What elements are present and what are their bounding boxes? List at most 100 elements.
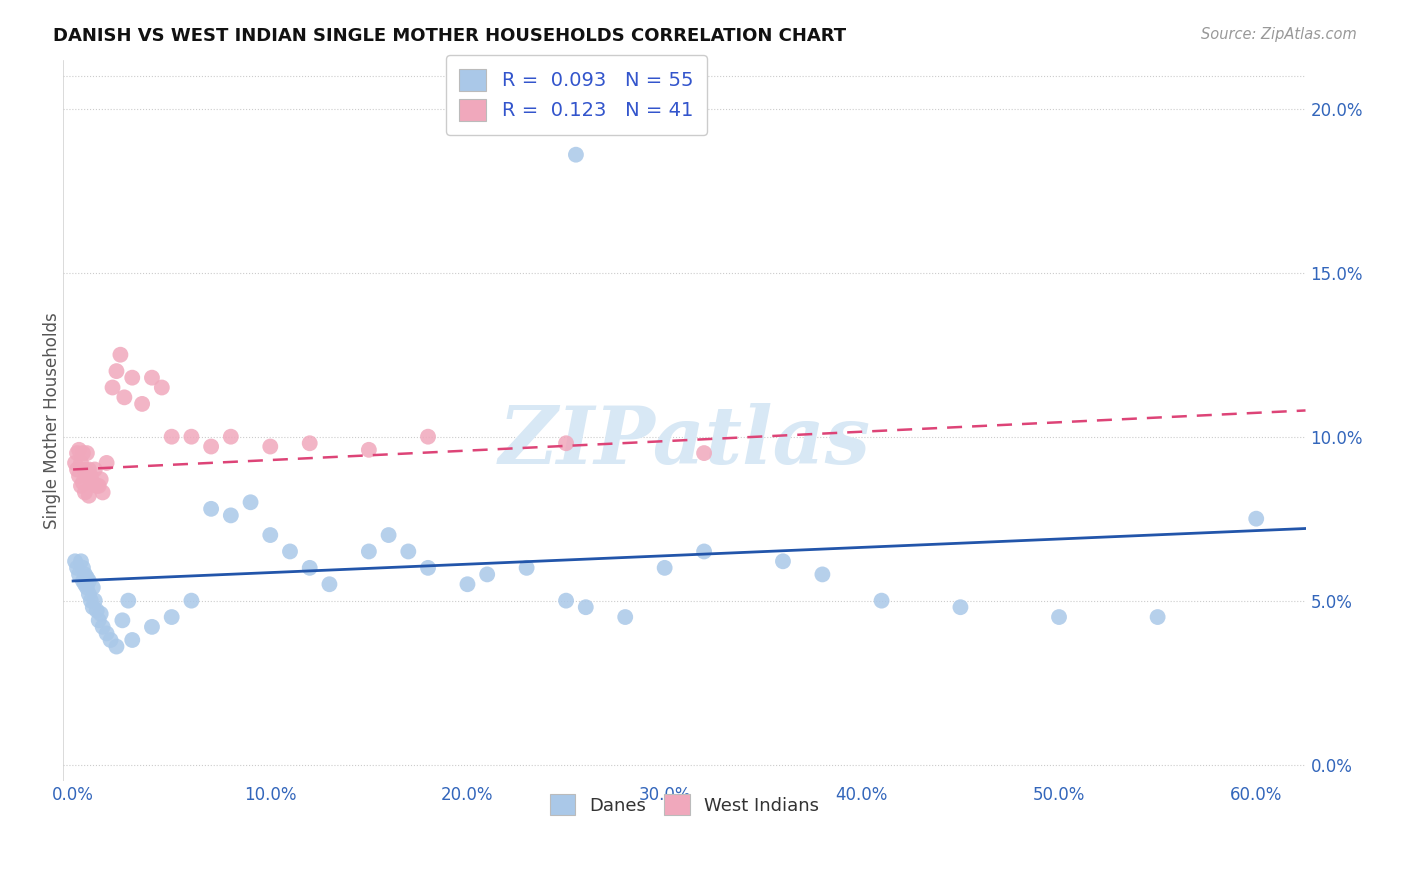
Point: [516, 561, 538, 575]
Point: [219, 508, 242, 523]
Point: [811, 567, 834, 582]
Point: [870, 593, 893, 607]
Point: [121, 370, 143, 384]
Point: [91, 620, 114, 634]
Point: [121, 632, 143, 647]
Point: [1146, 610, 1168, 624]
Point: [70, 554, 93, 568]
Point: [949, 600, 972, 615]
Point: [693, 544, 716, 558]
Point: [77, 587, 100, 601]
Point: [318, 577, 340, 591]
Point: [76, 446, 98, 460]
Point: [200, 440, 222, 454]
Point: [77, 574, 100, 588]
Point: [160, 430, 183, 444]
Point: [1244, 511, 1267, 525]
Point: [86, 603, 108, 617]
Point: [477, 567, 499, 582]
Point: [82, 600, 104, 615]
Point: [96, 456, 118, 470]
Point: [70, 456, 93, 470]
Point: [90, 607, 112, 621]
Text: Source: ZipAtlas.com: Source: ZipAtlas.com: [1201, 27, 1357, 42]
Point: [160, 610, 183, 624]
Point: [298, 436, 321, 450]
Point: [456, 577, 478, 591]
Point: [66, 446, 89, 460]
Point: [117, 593, 139, 607]
Point: [72, 475, 94, 490]
Point: [105, 364, 128, 378]
Point: [77, 489, 100, 503]
Point: [73, 567, 96, 582]
Point: [298, 561, 321, 575]
Point: [555, 436, 578, 450]
Point: [76, 581, 98, 595]
Point: [200, 501, 222, 516]
Point: [73, 462, 96, 476]
Point: [72, 561, 94, 575]
Point: [141, 370, 163, 384]
Point: [259, 440, 281, 454]
Point: [82, 475, 104, 490]
Point: [239, 495, 262, 509]
Legend: Danes, West Indians: Danes, West Indians: [538, 783, 830, 826]
Point: [357, 442, 380, 457]
Point: [654, 561, 676, 575]
Point: [180, 430, 202, 444]
Point: [219, 430, 242, 444]
Point: [73, 485, 96, 500]
Point: [357, 544, 380, 558]
Point: [76, 469, 98, 483]
Point: [91, 485, 114, 500]
Text: ZIPatlas: ZIPatlas: [498, 403, 870, 481]
Point: [693, 446, 716, 460]
Point: [80, 469, 103, 483]
Point: [87, 479, 110, 493]
Point: [67, 442, 90, 457]
Y-axis label: Single Mother Households: Single Mother Households: [44, 312, 60, 529]
Point: [131, 397, 153, 411]
Point: [416, 430, 439, 444]
Point: [83, 593, 105, 607]
Point: [96, 626, 118, 640]
Point: [614, 610, 637, 624]
Point: [141, 620, 163, 634]
Point: [100, 632, 122, 647]
Text: DANISH VS WEST INDIAN SINGLE MOTHER HOUSEHOLDS CORRELATION CHART: DANISH VS WEST INDIAN SINGLE MOTHER HOUS…: [53, 27, 846, 45]
Point: [76, 571, 98, 585]
Point: [77, 462, 100, 476]
Point: [180, 593, 202, 607]
Point: [72, 574, 94, 588]
Point: [110, 348, 132, 362]
Point: [377, 528, 399, 542]
Point: [150, 380, 173, 394]
Point: [278, 544, 301, 558]
Point: [105, 640, 128, 654]
Point: [67, 567, 90, 582]
Point: [416, 561, 439, 575]
Point: [63, 456, 86, 470]
Point: [1047, 610, 1070, 624]
Point: [73, 577, 96, 591]
Point: [90, 472, 112, 486]
Point: [67, 469, 90, 483]
Point: [63, 554, 86, 568]
Point: [72, 446, 94, 460]
Point: [66, 462, 89, 476]
Point: [80, 593, 103, 607]
Point: [259, 528, 281, 542]
Point: [83, 462, 105, 476]
Point: [66, 561, 89, 575]
Point: [396, 544, 419, 558]
Point: [575, 600, 598, 615]
Point: [112, 390, 135, 404]
Point: [555, 593, 578, 607]
Point: [82, 581, 104, 595]
Point: [565, 147, 588, 161]
Point: [111, 613, 134, 627]
Point: [772, 554, 794, 568]
Point: [101, 380, 124, 394]
Point: [70, 479, 93, 493]
